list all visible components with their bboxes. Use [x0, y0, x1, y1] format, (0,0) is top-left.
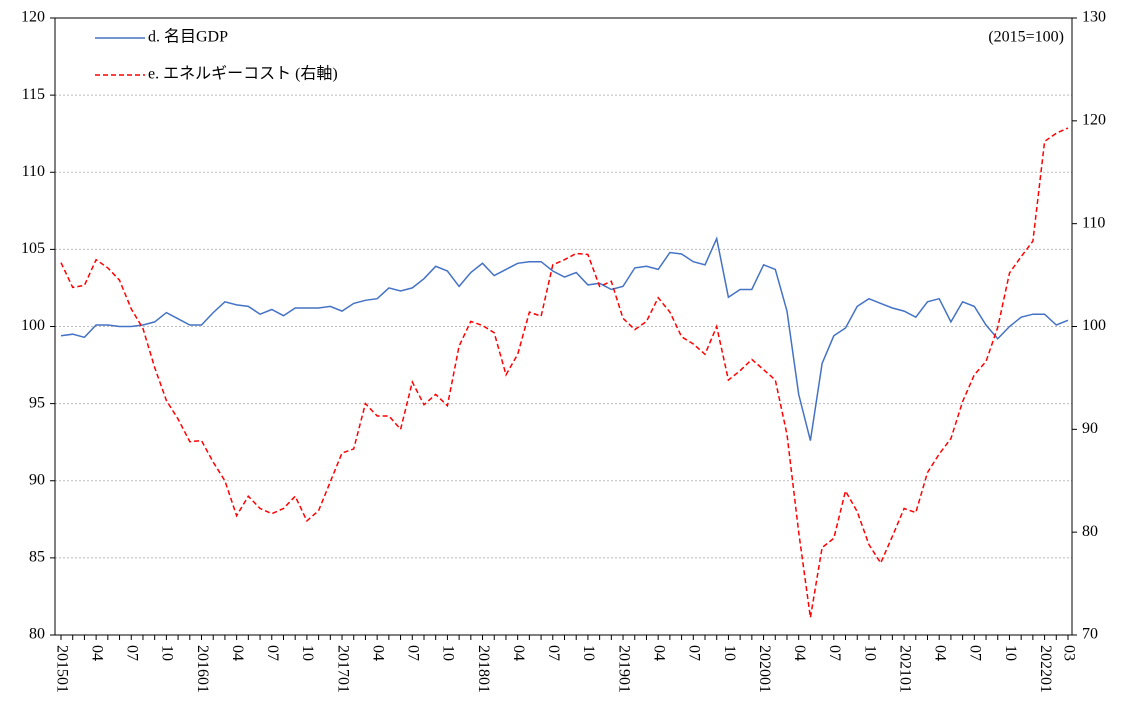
x-tick-label: 202201 — [1037, 645, 1054, 693]
legend-label: d. 名目GDP — [148, 28, 228, 46]
x-tick-label: 04 — [88, 645, 105, 661]
y2-tick-label: 70 — [1082, 626, 1098, 643]
x-tick-label: 04 — [791, 645, 808, 661]
x-tick-label: 07 — [545, 645, 562, 661]
y-tick-label: 105 — [21, 240, 45, 257]
x-tick-label: 10 — [721, 645, 738, 661]
x-tick-label: 07 — [686, 645, 703, 661]
y-tick-label: 80 — [29, 626, 45, 643]
x-tick-label: 04 — [229, 645, 246, 661]
y2-tick-label: 100 — [1082, 317, 1106, 334]
x-tick-label: 202001 — [756, 645, 773, 693]
y2-tick-label: 120 — [1082, 112, 1106, 129]
x-tick-label: 07 — [264, 645, 281, 661]
legend-label: e. エネルギーコスト (右軸) — [148, 65, 338, 83]
y2-tick-label: 90 — [1082, 420, 1098, 437]
y-tick-label: 85 — [29, 549, 45, 566]
x-tick-label: 07 — [826, 645, 843, 661]
x-tick-label: 04 — [651, 645, 668, 661]
x-tick-label: 201701 — [334, 645, 351, 693]
x-tick-label: 10 — [580, 645, 597, 661]
x-tick-label: 07 — [405, 645, 422, 661]
y-tick-label: 115 — [22, 86, 45, 103]
x-tick-label: 04 — [369, 645, 386, 661]
x-tick-label: 10 — [159, 645, 176, 661]
x-tick-label: 201601 — [194, 645, 211, 693]
x-tick-label: 201901 — [615, 645, 632, 693]
series-line — [60, 236, 1069, 441]
y-tick-label: 110 — [22, 163, 45, 180]
x-tick-label: 10 — [861, 645, 878, 661]
y2-tick-label: 130 — [1082, 9, 1106, 26]
x-tick-label: 04 — [932, 645, 949, 661]
x-tick-label: 04 — [510, 645, 527, 661]
y-tick-label: 95 — [29, 394, 45, 411]
y-tick-label: 120 — [21, 9, 45, 26]
x-tick-label: 201501 — [53, 645, 70, 693]
y2-tick-label: 110 — [1082, 214, 1105, 231]
x-tick-label: 03 — [1060, 645, 1077, 661]
x-tick-label: 201801 — [475, 645, 492, 693]
x-tick-label: 07 — [124, 645, 141, 661]
plot-frame — [54, 17, 1073, 636]
x-tick-label: 202101 — [896, 645, 913, 693]
y-tick-label: 90 — [29, 471, 45, 488]
y-tick-label: 100 — [21, 317, 45, 334]
series-line — [60, 127, 1069, 618]
x-tick-label: 10 — [440, 645, 457, 661]
x-tick-label: 10 — [299, 645, 316, 661]
y2-tick-label: 80 — [1082, 523, 1098, 540]
x-tick-label: 07 — [967, 645, 984, 661]
x-tick-label: 10 — [1002, 645, 1019, 661]
annotation: (2015=100) — [988, 29, 1064, 46]
